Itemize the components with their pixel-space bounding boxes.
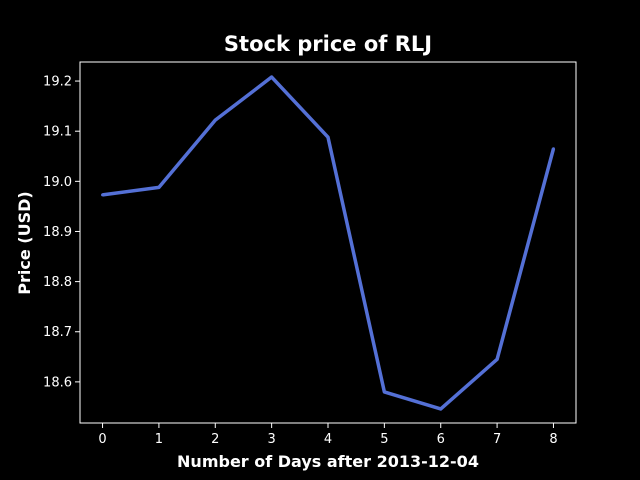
series-group bbox=[101, 75, 556, 411]
data-point bbox=[439, 407, 443, 411]
data-point bbox=[495, 357, 499, 361]
y-tick-label: 19.2 bbox=[43, 75, 72, 90]
x-axis-label: Number of Days after 2013-12-04 bbox=[177, 452, 479, 471]
data-point bbox=[551, 147, 555, 151]
y-tick-label: 19.0 bbox=[43, 175, 72, 190]
x-tick-label: 2 bbox=[211, 432, 219, 447]
y-tick-label: 18.6 bbox=[43, 375, 72, 390]
data-point bbox=[382, 390, 386, 394]
x-tick-label: 3 bbox=[267, 432, 275, 447]
y-tick-label: 18.8 bbox=[43, 275, 72, 290]
y-tick-label: 18.9 bbox=[43, 225, 72, 240]
data-point bbox=[101, 193, 105, 197]
data-point bbox=[326, 135, 330, 139]
plot-area: 0 1 2 3 4 5 6 7 8 18.6 18.7 18.8 18.9 19.0 19.1 19.2 bbox=[43, 61, 577, 447]
x-tick-label: 6 bbox=[437, 432, 445, 447]
x-tick-label: 5 bbox=[380, 432, 388, 447]
y-tick-label: 18.7 bbox=[43, 325, 72, 340]
y-tick-label: 19.1 bbox=[43, 125, 72, 140]
data-point bbox=[270, 75, 274, 79]
x-tick-label: 4 bbox=[324, 432, 332, 447]
x-tick-label: 0 bbox=[98, 432, 106, 447]
x-tick-label: 8 bbox=[549, 432, 557, 447]
y-axis-label: Price (USD) bbox=[15, 191, 34, 294]
series-line bbox=[102, 75, 556, 411]
y-axis-ticks: 18.6 18.7 18.8 18.9 19.0 19.1 19.2 bbox=[43, 75, 80, 390]
x-axis-ticks: 0 1 2 3 4 5 6 7 8 bbox=[98, 423, 558, 447]
x-tick-label: 7 bbox=[493, 432, 501, 447]
chart-title: Stock price of RLJ bbox=[224, 32, 432, 56]
x-tick-label: 1 bbox=[155, 432, 163, 447]
data-point bbox=[157, 185, 161, 189]
axes-frame bbox=[79, 61, 577, 424]
data-point bbox=[213, 118, 217, 122]
